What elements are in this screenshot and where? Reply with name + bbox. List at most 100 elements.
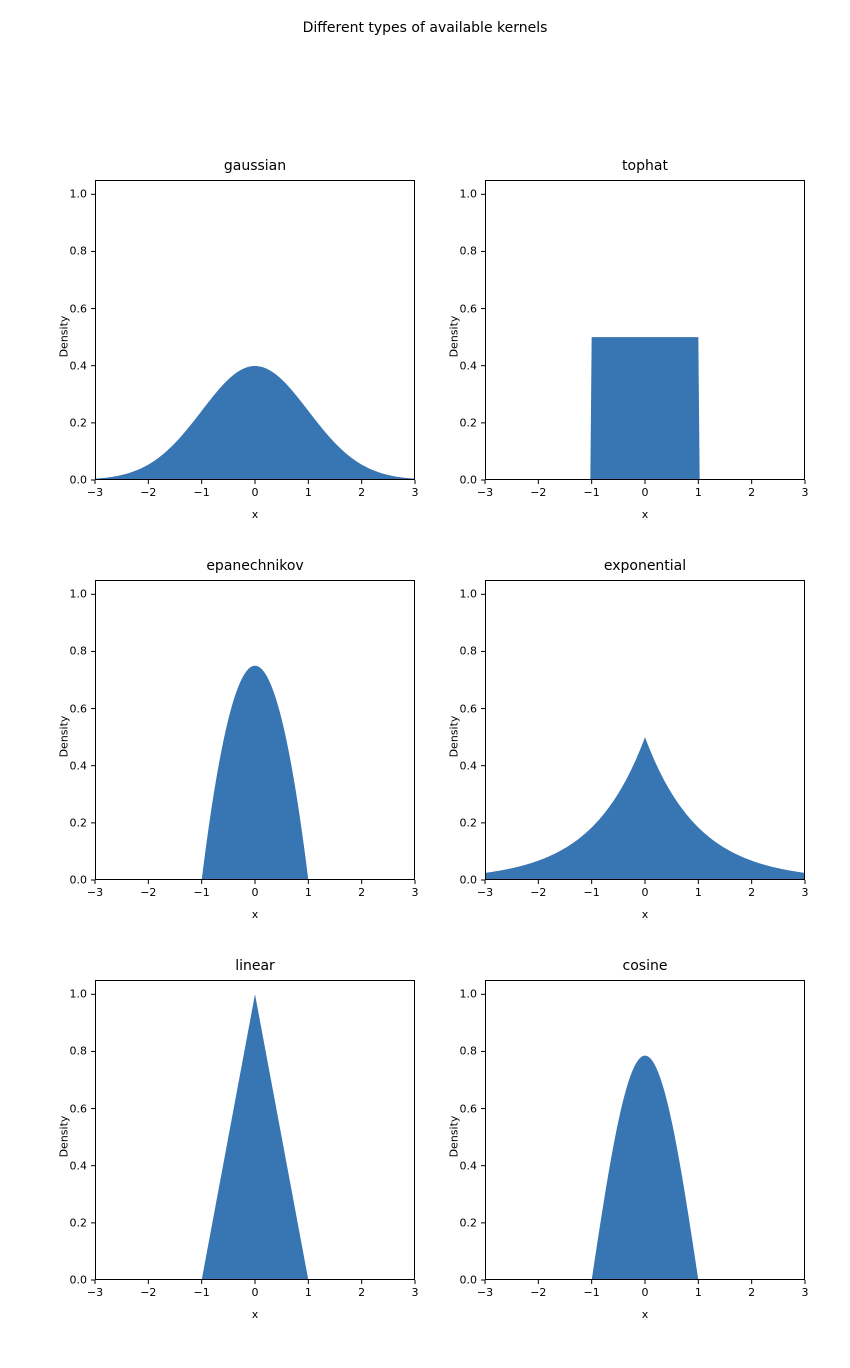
- xlabel: x: [485, 1308, 805, 1321]
- ytick-label: 0.8: [437, 245, 477, 258]
- xtick-label: 3: [802, 1286, 809, 1299]
- xtick-label: −2: [530, 886, 546, 899]
- plot-area: [95, 180, 415, 480]
- subplot-epanechnikov: epanechnikovDensityx−3−2−101230.00.20.40…: [95, 580, 415, 880]
- figure: Different types of available kernels gau…: [0, 0, 850, 1368]
- xtick-label: −2: [140, 1286, 156, 1299]
- subplot-title: tophat: [485, 158, 805, 174]
- xtick-label: 2: [358, 886, 365, 899]
- ytick-label: 0.6: [47, 702, 87, 715]
- ytick-label: 0.6: [47, 1102, 87, 1115]
- xtick-label: −1: [194, 1286, 210, 1299]
- ytick-label: 0.4: [47, 359, 87, 372]
- ytick-label: 0.0: [437, 1274, 477, 1287]
- ytick-label: 0.0: [47, 474, 87, 487]
- ytick-label: 0.0: [47, 874, 87, 887]
- xtick-label: 2: [358, 486, 365, 499]
- xtick-label: 0: [252, 486, 259, 499]
- plot-area: [485, 580, 805, 880]
- density-fill: [485, 1056, 805, 1280]
- xtick-label: −3: [87, 486, 103, 499]
- ylabel: Density: [447, 716, 460, 758]
- xtick-label: 2: [748, 486, 755, 499]
- ytick-label: 1.0: [437, 588, 477, 601]
- xtick-label: −1: [194, 486, 210, 499]
- ylabel: Density: [447, 1116, 460, 1158]
- xtick-label: −1: [584, 886, 600, 899]
- xtick-label: −3: [87, 886, 103, 899]
- xtick-label: 3: [412, 486, 419, 499]
- ytick-label: 1.0: [47, 988, 87, 1001]
- ytick-label: 1.0: [437, 988, 477, 1001]
- ytick-label: 0.4: [437, 759, 477, 772]
- xtick-label: −1: [194, 886, 210, 899]
- ytick-label: 0.2: [47, 1216, 87, 1229]
- xtick-label: 2: [748, 1286, 755, 1299]
- density-fill: [485, 337, 805, 480]
- xtick-label: 1: [305, 886, 312, 899]
- xtick-label: 1: [695, 486, 702, 499]
- xlabel: x: [95, 908, 415, 921]
- subplot-tophat: tophatDensityx−3−2−101230.00.20.40.60.81…: [485, 180, 805, 480]
- xlabel: x: [485, 908, 805, 921]
- subplot-cosine: cosineDensityx−3−2−101230.00.20.40.60.81…: [485, 980, 805, 1280]
- xtick-label: −2: [530, 486, 546, 499]
- xtick-label: −1: [584, 1286, 600, 1299]
- subplot-title: gaussian: [95, 158, 415, 174]
- xlabel: x: [95, 1308, 415, 1321]
- xtick-label: 0: [642, 1286, 649, 1299]
- xtick-label: 1: [305, 1286, 312, 1299]
- ylabel: Density: [447, 316, 460, 358]
- density-fill: [485, 737, 805, 880]
- ytick-label: 0.2: [437, 416, 477, 429]
- xtick-label: −2: [530, 1286, 546, 1299]
- xtick-label: 3: [412, 1286, 419, 1299]
- ytick-label: 0.8: [437, 1045, 477, 1058]
- ytick-label: 0.6: [437, 302, 477, 315]
- ytick-label: 0.4: [437, 359, 477, 372]
- xtick-label: 3: [412, 886, 419, 899]
- ytick-label: 0.6: [437, 1102, 477, 1115]
- density-fill: [95, 994, 415, 1280]
- xtick-label: −1: [584, 486, 600, 499]
- xtick-label: 2: [358, 1286, 365, 1299]
- subplot-title: linear: [95, 958, 415, 974]
- xtick-label: 1: [305, 486, 312, 499]
- ytick-label: 0.2: [437, 816, 477, 829]
- ylabel: Density: [57, 1116, 70, 1158]
- plot-area: [95, 580, 415, 880]
- xtick-label: 0: [252, 1286, 259, 1299]
- ylabel: Density: [57, 716, 70, 758]
- ytick-label: 1.0: [437, 188, 477, 201]
- subplot-linear: linearDensityx−3−2−101230.00.20.40.60.81…: [95, 980, 415, 1280]
- subplot-title: exponential: [485, 558, 805, 574]
- xtick-label: −3: [477, 886, 493, 899]
- xtick-label: −3: [477, 1286, 493, 1299]
- plot-area: [95, 980, 415, 1280]
- xtick-label: 2: [748, 886, 755, 899]
- ylabel: Density: [57, 316, 70, 358]
- xtick-label: −3: [87, 1286, 103, 1299]
- subplot-gaussian: gaussianDensityx−3−2−101230.00.20.40.60.…: [95, 180, 415, 480]
- xlabel: x: [95, 508, 415, 521]
- ytick-label: 0.2: [47, 816, 87, 829]
- density-fill: [95, 666, 415, 880]
- ytick-label: 0.6: [437, 702, 477, 715]
- subplot-exponential: exponentialDensityx−3−2−101230.00.20.40.…: [485, 580, 805, 880]
- plot-area: [485, 180, 805, 480]
- ytick-label: 0.4: [437, 1159, 477, 1172]
- xlabel: x: [485, 508, 805, 521]
- xtick-label: 0: [252, 886, 259, 899]
- ytick-label: 0.8: [437, 645, 477, 658]
- subplot-title: epanechnikov: [95, 558, 415, 574]
- ytick-label: 0.2: [437, 1216, 477, 1229]
- ytick-label: 0.4: [47, 1159, 87, 1172]
- xtick-label: 3: [802, 886, 809, 899]
- ytick-label: 0.8: [47, 1045, 87, 1058]
- xtick-label: 3: [802, 486, 809, 499]
- xtick-label: 1: [695, 886, 702, 899]
- ytick-label: 0.0: [47, 1274, 87, 1287]
- figure-suptitle: Different types of available kernels: [0, 20, 850, 36]
- density-fill: [95, 366, 415, 480]
- xtick-label: 1: [695, 1286, 702, 1299]
